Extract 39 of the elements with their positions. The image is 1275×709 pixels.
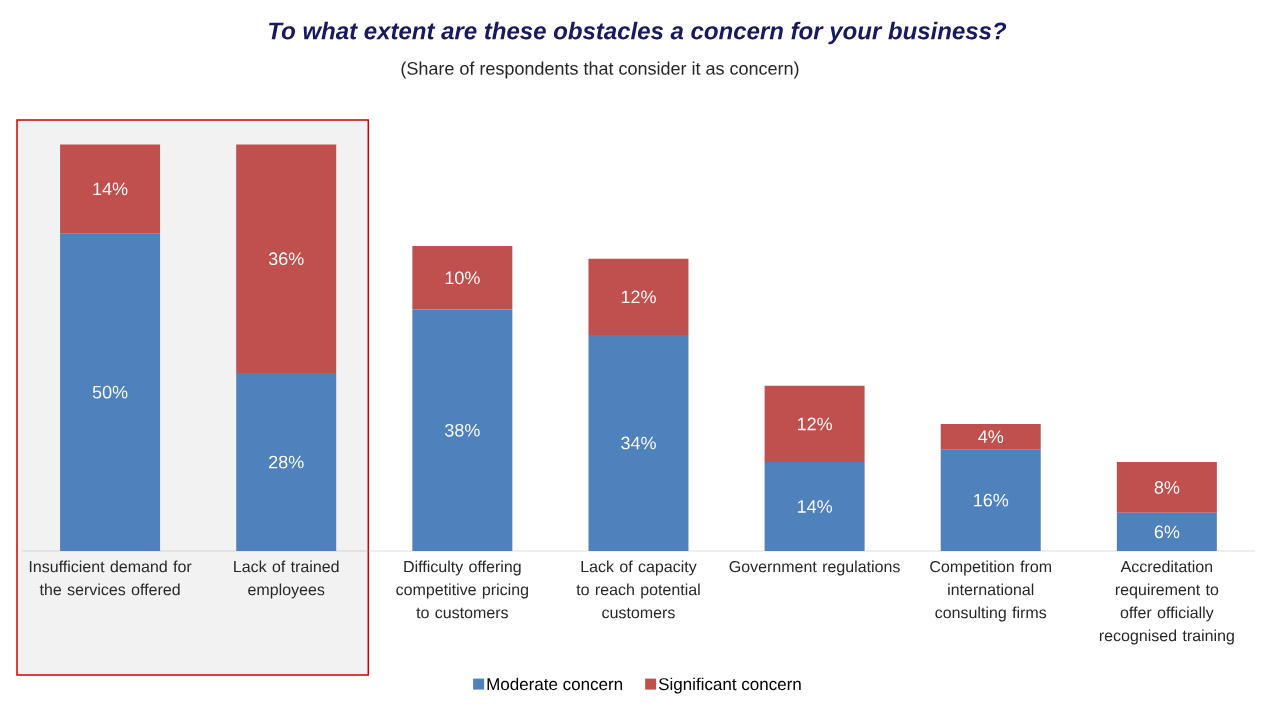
x-tick-label: Government regulations bbox=[729, 560, 900, 576]
bar bbox=[1116, 512, 1217, 551]
legend-label: Significant concern bbox=[658, 677, 801, 694]
chart-subtitle: (Share of respondents that consider it as concern) bbox=[401, 61, 799, 79]
bar bbox=[940, 423, 1041, 450]
bar bbox=[1116, 462, 1217, 513]
data-label: 6% bbox=[1154, 525, 1180, 539]
data-label: 38% bbox=[445, 423, 480, 437]
legend-label: Moderate concern bbox=[487, 677, 623, 691]
x-tick-label: Lack of trained employees bbox=[234, 560, 339, 599]
data-label: 50% bbox=[92, 385, 128, 399]
bar bbox=[588, 258, 689, 335]
data-label: 14% bbox=[798, 500, 833, 513]
bar bbox=[588, 334, 689, 551]
data-label: 14% bbox=[93, 182, 128, 196]
bar bbox=[236, 144, 337, 374]
x-tick-label: Lack of capacity to reach potential customers bbox=[576, 560, 700, 619]
bar bbox=[764, 462, 865, 551]
x-tick-label: Accreditation requirement to offer officially recognised training bbox=[1099, 560, 1234, 645]
data-label: 12% bbox=[621, 290, 656, 304]
data-label: 28% bbox=[269, 455, 304, 469]
bar bbox=[60, 144, 161, 234]
chart-title: To what extent are these obstacles a concern for your business? bbox=[269, 21, 1007, 45]
bar bbox=[412, 309, 513, 551]
data-label: 10% bbox=[445, 271, 480, 285]
bar bbox=[764, 385, 865, 463]
bar bbox=[940, 449, 1041, 551]
x-tick-label: Insufficient demand for the services offered bbox=[29, 560, 192, 596]
bar bbox=[412, 246, 513, 310]
x-tick-label: Difficulty offering competitive pricing to customers bbox=[396, 560, 528, 619]
x-tick-label: Competition from international consulting firms bbox=[930, 560, 1051, 622]
data-label: 36% bbox=[268, 252, 304, 266]
data-label: 16% bbox=[974, 493, 1009, 507]
bar bbox=[236, 373, 337, 551]
data-label: 4% bbox=[978, 430, 1004, 443]
data-label: 12% bbox=[798, 417, 833, 431]
data-label: 8% bbox=[1154, 481, 1180, 494]
bar bbox=[60, 233, 161, 551]
data-label: 34% bbox=[621, 436, 656, 450]
